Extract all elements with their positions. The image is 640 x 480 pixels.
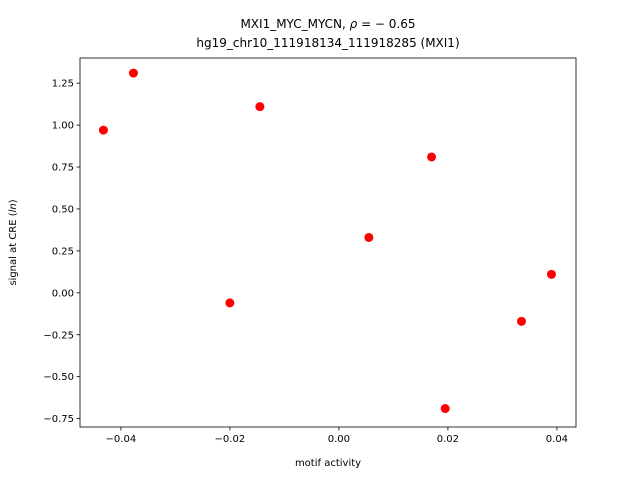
chart-title-rho-value: = − 0.65 [357, 17, 415, 31]
x-tick-label: 0.02 [437, 434, 459, 445]
y-tick-label: −0.50 [43, 372, 74, 383]
scatter-point [128, 68, 138, 78]
chart-title-line2: hg19_chr10_111918134_111918285 (MXI1) [196, 36, 459, 50]
scatter-point [427, 152, 437, 162]
chart-title-line1: MXI1_MYC_MYCN, ρ = − 0.65 [240, 17, 415, 31]
points-layer [98, 68, 556, 414]
x-tick-label: −0.04 [106, 434, 137, 445]
y-axis-label: signal at CRE (ln) [8, 199, 19, 285]
x-tick-label: −0.02 [215, 434, 246, 445]
tick-layer: −0.04 −0.02 0.00 0.02 0.04 −0.75 −0.50 −0.25 0.0… [43, 79, 568, 445]
y-tick-label: 0.25 [52, 246, 74, 257]
y-axis-label-prefix: signal at CRE ( [8, 212, 19, 285]
scatter-point [516, 316, 526, 326]
y-tick-label: 0.00 [52, 288, 74, 299]
y-tick-label: 1.25 [52, 79, 74, 90]
x-axis-label: motif activity [295, 458, 361, 469]
y-tick-label: 1.00 [52, 121, 74, 132]
plot-area-frame [79, 57, 577, 428]
scatter-point [255, 102, 265, 112]
scatter-point [364, 232, 374, 242]
y-tick-label: 0.75 [52, 163, 74, 174]
y-axis-label-italic: ln [8, 203, 19, 212]
y-axis-label-suffix: ) [8, 199, 19, 203]
scatter-point [98, 125, 108, 135]
y-tick-label: −0.75 [43, 414, 74, 425]
chart-title-prefix: MXI1_MYC_MYCN, [240, 17, 349, 31]
scatter-point [225, 298, 235, 308]
x-tick-label: 0.04 [546, 434, 568, 445]
y-tick-label: −0.25 [43, 330, 74, 341]
y-tick-label: 0.50 [52, 204, 74, 215]
scatter-point [546, 269, 556, 279]
scatter-point [440, 404, 450, 414]
chart-title-rho: ρ [350, 17, 358, 31]
x-tick-label: 0.00 [328, 434, 350, 445]
